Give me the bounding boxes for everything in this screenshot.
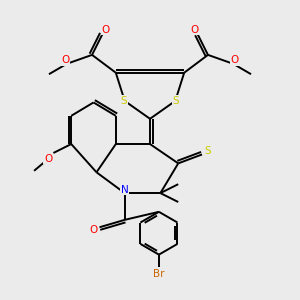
Text: N: N [121, 184, 129, 194]
Text: O: O [61, 55, 69, 65]
Text: S: S [121, 96, 128, 106]
Text: Br: Br [153, 269, 165, 279]
Text: O: O [190, 25, 199, 34]
Text: O: O [44, 154, 52, 164]
Text: S: S [205, 146, 211, 157]
Text: O: O [101, 25, 110, 34]
Text: O: O [89, 225, 98, 235]
Text: S: S [172, 96, 179, 106]
Text: O: O [231, 55, 239, 65]
